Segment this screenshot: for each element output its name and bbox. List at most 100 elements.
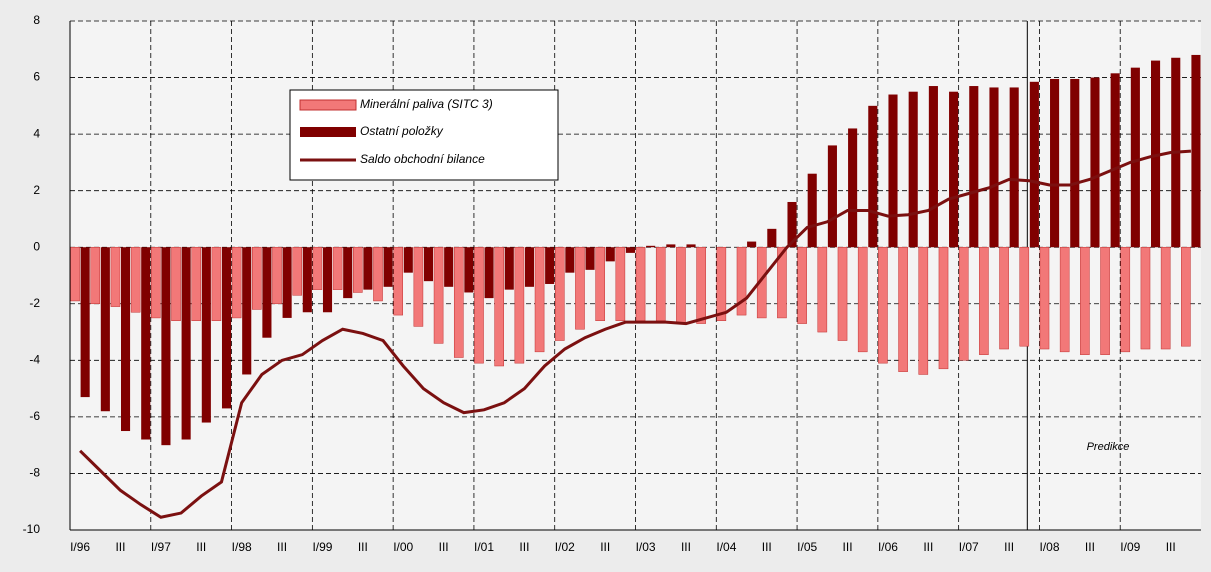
x-tick-label: III bbox=[115, 540, 125, 554]
bar bbox=[908, 91, 918, 248]
bar bbox=[565, 247, 575, 273]
bar bbox=[292, 246, 303, 296]
x-tick-label: I/05 bbox=[797, 540, 817, 554]
x-tick-label: I/02 bbox=[555, 540, 575, 554]
bar bbox=[1130, 67, 1140, 248]
bar bbox=[272, 246, 282, 305]
y-tick-label: 8 bbox=[33, 13, 40, 27]
bar bbox=[141, 247, 151, 440]
legend-label: Ostatní položky bbox=[360, 124, 444, 138]
bar bbox=[1059, 246, 1070, 353]
bar bbox=[484, 247, 494, 299]
x-tick-label: I/04 bbox=[716, 540, 736, 554]
bar bbox=[221, 247, 232, 409]
bar bbox=[615, 246, 626, 321]
x-tick-label: I/09 bbox=[1120, 540, 1140, 554]
bar bbox=[403, 247, 413, 273]
bar bbox=[767, 228, 777, 248]
legend-label: Saldo obchodní bilance bbox=[360, 152, 485, 166]
x-tick-label: I/07 bbox=[959, 540, 979, 554]
x-tick-label: III bbox=[439, 540, 449, 554]
bar bbox=[958, 246, 969, 361]
y-tick-label: 4 bbox=[33, 126, 40, 140]
bar bbox=[373, 246, 383, 302]
bar bbox=[1009, 87, 1019, 248]
y-tick-label: -4 bbox=[29, 353, 40, 367]
bar bbox=[1120, 246, 1131, 353]
bar bbox=[383, 247, 393, 287]
bar bbox=[413, 246, 424, 327]
bar bbox=[1029, 81, 1039, 248]
bar bbox=[625, 247, 635, 253]
x-tick-label: III bbox=[519, 540, 529, 554]
bar bbox=[262, 247, 272, 338]
bar bbox=[1140, 246, 1151, 350]
x-tick-label: III bbox=[196, 540, 206, 554]
bar bbox=[100, 247, 110, 412]
x-tick-label: I/08 bbox=[1040, 540, 1060, 554]
bar bbox=[201, 247, 211, 423]
x-tick-label: I/03 bbox=[636, 540, 656, 554]
x-tick-label: III bbox=[1085, 540, 1095, 554]
bar bbox=[837, 246, 848, 341]
x-tick-label: III bbox=[681, 540, 691, 554]
bar bbox=[736, 246, 747, 316]
bar bbox=[1050, 78, 1060, 248]
bar bbox=[857, 246, 868, 353]
bar bbox=[575, 246, 585, 330]
bar bbox=[989, 87, 999, 248]
x-tick-label: III bbox=[1166, 540, 1176, 554]
bar bbox=[848, 128, 858, 248]
bar bbox=[70, 246, 80, 302]
line bbox=[79, 149, 1192, 519]
bar bbox=[120, 247, 131, 432]
y-tick-label: 6 bbox=[33, 70, 40, 84]
bar bbox=[868, 105, 878, 248]
bar bbox=[1019, 246, 1030, 347]
bar bbox=[171, 246, 181, 321]
bar bbox=[595, 246, 605, 321]
bar bbox=[605, 247, 615, 262]
bar bbox=[474, 246, 484, 364]
x-tick-label: I/00 bbox=[393, 540, 413, 554]
bar bbox=[646, 245, 656, 248]
bar bbox=[676, 246, 686, 324]
bar bbox=[1151, 60, 1161, 248]
bar bbox=[130, 246, 141, 313]
bar bbox=[1160, 246, 1171, 350]
bar bbox=[1070, 78, 1080, 248]
x-tick-label: III bbox=[843, 540, 853, 554]
legend-swatch bbox=[299, 99, 357, 111]
bar bbox=[423, 247, 434, 282]
bar bbox=[1100, 246, 1110, 355]
bar bbox=[151, 246, 161, 319]
bar bbox=[938, 246, 949, 370]
bar bbox=[655, 246, 666, 321]
bar bbox=[524, 247, 535, 287]
bar bbox=[161, 247, 171, 446]
x-tick-label: I/97 bbox=[151, 540, 171, 554]
bar bbox=[181, 247, 191, 440]
bar bbox=[1090, 77, 1100, 248]
bar bbox=[969, 86, 979, 248]
bar bbox=[252, 246, 262, 310]
bar bbox=[1191, 54, 1201, 248]
bar bbox=[1110, 73, 1120, 248]
bar bbox=[282, 247, 292, 318]
x-tick-label: III bbox=[358, 540, 368, 554]
bar bbox=[747, 241, 757, 248]
x-tick-label: I/96 bbox=[70, 540, 90, 554]
bar bbox=[696, 246, 706, 324]
bar bbox=[635, 246, 646, 321]
y-tick-label: -2 bbox=[29, 296, 40, 310]
bar bbox=[716, 246, 727, 321]
y-tick-label: -8 bbox=[29, 466, 40, 480]
bar bbox=[898, 246, 908, 372]
bar bbox=[393, 246, 403, 316]
x-tick-label: III bbox=[600, 540, 610, 554]
x-tick-label: I/99 bbox=[312, 540, 332, 554]
legend-label: Minerální paliva (SITC 3) bbox=[360, 97, 493, 111]
bar bbox=[90, 246, 101, 305]
x-tick-label: I/98 bbox=[232, 540, 252, 554]
